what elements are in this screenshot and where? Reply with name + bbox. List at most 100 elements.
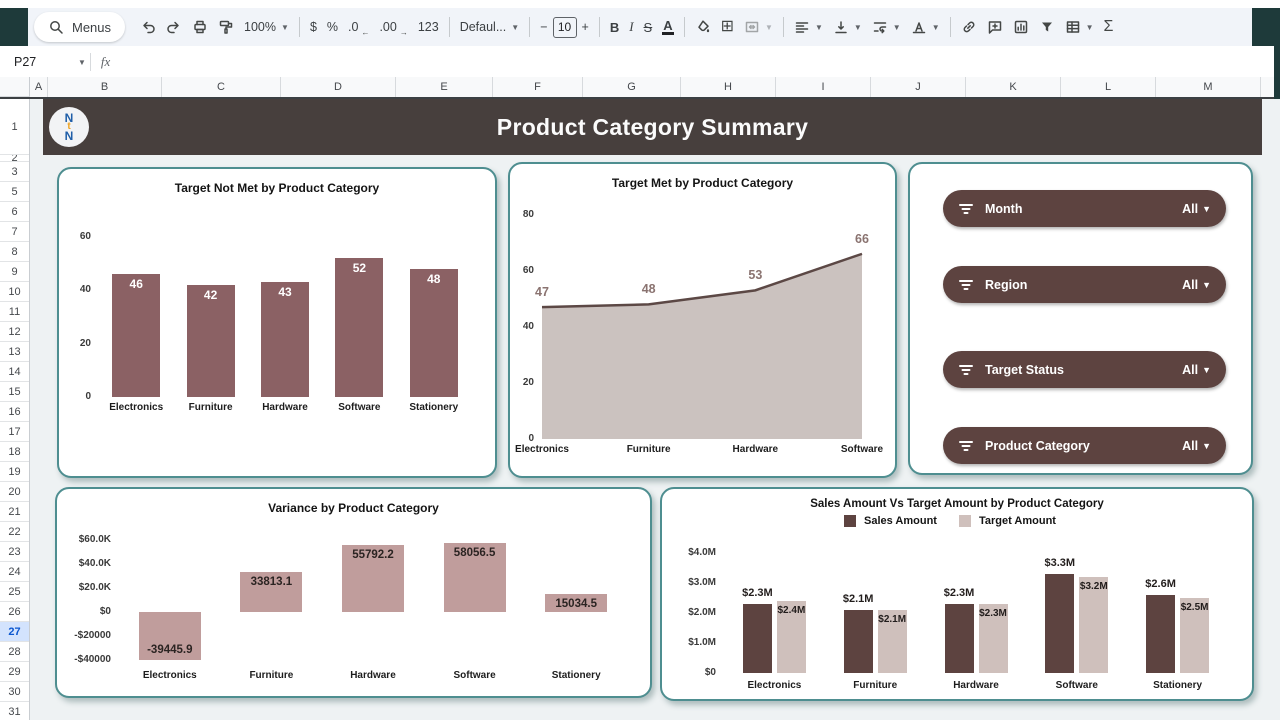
- borders-button[interactable]: ⊞: [716, 14, 739, 40]
- increase-decimal-button[interactable]: .00→: [374, 14, 412, 40]
- row-header-2[interactable]: 2: [0, 155, 29, 162]
- target-value-label: $2.3M: [963, 607, 1023, 620]
- row-header-10[interactable]: 10: [0, 282, 29, 302]
- column-header-C[interactable]: C: [162, 77, 281, 97]
- chart-icon: [1013, 19, 1029, 35]
- x-axis-label: Hardware: [926, 680, 1027, 692]
- cell-reference-box[interactable]: P27: [0, 55, 76, 69]
- row-header-11[interactable]: 11: [0, 302, 29, 322]
- x-axis-label: Hardware: [322, 670, 424, 682]
- print-button[interactable]: [187, 14, 213, 40]
- filter-month[interactable]: Month All▼: [943, 190, 1226, 227]
- menus-button[interactable]: Menus: [34, 12, 125, 42]
- chevron-down-icon: ▼: [932, 23, 940, 32]
- row-header-21[interactable]: 21: [0, 502, 29, 522]
- text-rotation-button[interactable]: ▼: [906, 14, 945, 40]
- create-filter-button[interactable]: [1034, 14, 1060, 40]
- vertical-align-button[interactable]: ▼: [828, 14, 867, 40]
- column-header-F[interactable]: F: [493, 77, 583, 97]
- row-header-8[interactable]: 8: [0, 242, 29, 262]
- row-header-24[interactable]: 24: [0, 562, 29, 582]
- column-header-H[interactable]: H: [681, 77, 776, 97]
- chart-card-target-met[interactable]: Target Met by Product Category 020406080…: [508, 162, 897, 478]
- formula-input[interactable]: [122, 54, 1280, 70]
- fill-color-button[interactable]: [690, 14, 716, 40]
- filter-list-icon: [958, 277, 974, 293]
- insert-chart-button[interactable]: [1008, 14, 1034, 40]
- strikethrough-button[interactable]: S: [639, 14, 658, 40]
- bar-value-label: -39445.9: [119, 644, 221, 657]
- filter-product-category[interactable]: Product Category All▼: [943, 427, 1226, 464]
- row-header-17[interactable]: 17: [0, 422, 29, 442]
- chart-card-target-not-met[interactable]: Target Not Met by Product Category 02040…: [57, 167, 497, 478]
- column-header-G[interactable]: G: [583, 77, 681, 97]
- decrease-font-size-button[interactable]: −: [535, 14, 552, 40]
- y-axis-tick: 40: [61, 284, 91, 296]
- row-header-22[interactable]: 22: [0, 522, 29, 542]
- chevron-down-icon: ▼: [281, 23, 289, 32]
- row-header-20[interactable]: 20: [0, 482, 29, 502]
- column-header-J[interactable]: J: [871, 77, 966, 97]
- row-header-25[interactable]: 25: [0, 582, 29, 602]
- row-header-14[interactable]: 14: [0, 362, 29, 382]
- italic-button[interactable]: I: [624, 14, 638, 40]
- zoom-control[interactable]: 100%▼: [239, 14, 294, 40]
- row-header-15[interactable]: 15: [0, 382, 29, 402]
- column-header-E[interactable]: E: [396, 77, 493, 97]
- row-header-6[interactable]: 6: [0, 202, 29, 222]
- column-header-K[interactable]: K: [966, 77, 1061, 97]
- sales-value-label: $2.3M: [727, 587, 787, 600]
- row-header-26[interactable]: 26: [0, 602, 29, 622]
- column-header-B[interactable]: B: [48, 77, 162, 97]
- row-header-19[interactable]: 19: [0, 462, 29, 482]
- font-size-input[interactable]: 10: [553, 17, 577, 38]
- font-selector[interactable]: Defaul...▼: [455, 14, 524, 40]
- chart-card-sales-vs-target[interactable]: Sales Amount Vs Target Amount by Product…: [660, 487, 1254, 701]
- chart-card-variance[interactable]: Variance by Product Category $60.0K$40.0…: [55, 487, 652, 698]
- row-header-30[interactable]: 30: [0, 682, 29, 702]
- row-header-5[interactable]: 5: [0, 182, 29, 202]
- row-header-27[interactable]: 27: [0, 622, 29, 642]
- row-header-12[interactable]: 12: [0, 322, 29, 342]
- row-header-9[interactable]: 9: [0, 262, 29, 282]
- filter-region[interactable]: Region All▼: [943, 266, 1226, 303]
- row-header-29[interactable]: 29: [0, 662, 29, 682]
- bold-button[interactable]: B: [605, 14, 624, 40]
- row-header-31[interactable]: 31: [0, 702, 29, 720]
- insert-link-button[interactable]: [956, 14, 982, 40]
- chevron-down-icon[interactable]: ▼: [78, 58, 86, 67]
- decrease-decimal-button[interactable]: .0←: [343, 14, 374, 40]
- undo-button[interactable]: [135, 14, 161, 40]
- column-header-A[interactable]: A: [30, 77, 48, 97]
- more-formats-button[interactable]: 123: [413, 14, 444, 40]
- row-header-23[interactable]: 23: [0, 542, 29, 562]
- insert-comment-button[interactable]: [982, 14, 1008, 40]
- format-currency-button[interactable]: $: [305, 14, 322, 40]
- paint-format-button[interactable]: [213, 14, 239, 40]
- increase-font-size-button[interactable]: +: [577, 14, 594, 40]
- column-header-L[interactable]: L: [1061, 77, 1156, 97]
- horizontal-align-button[interactable]: ▼: [789, 14, 828, 40]
- text-wrap-button[interactable]: ▼: [867, 14, 906, 40]
- row-header-3[interactable]: 3: [0, 162, 29, 182]
- table-view-button[interactable]: ▼: [1060, 14, 1099, 40]
- column-header-I[interactable]: I: [776, 77, 871, 97]
- filter-value: All: [1182, 278, 1198, 292]
- column-header-D[interactable]: D: [281, 77, 396, 97]
- spreadsheet-app: Menus 100%▼ $ % .0← .00→ 123 Defaul...▼ …: [0, 0, 1280, 720]
- x-axis-label: Stationery: [1127, 680, 1228, 692]
- text-color-button[interactable]: A: [657, 14, 678, 40]
- row-header-18[interactable]: 18: [0, 442, 29, 462]
- redo-button[interactable]: [161, 14, 187, 40]
- format-percent-button[interactable]: %: [322, 14, 343, 40]
- row-header-1[interactable]: 1: [0, 99, 29, 155]
- row-header-16[interactable]: 16: [0, 402, 29, 422]
- merge-cells-button[interactable]: ▼: [739, 14, 778, 40]
- column-header-M[interactable]: M: [1156, 77, 1261, 97]
- select-all-corner[interactable]: [0, 77, 30, 97]
- row-header-13[interactable]: 13: [0, 342, 29, 362]
- row-header-28[interactable]: 28: [0, 642, 29, 662]
- row-header-7[interactable]: 7: [0, 222, 29, 242]
- filter-target-status[interactable]: Target Status All▼: [943, 351, 1226, 388]
- functions-button[interactable]: Σ: [1099, 14, 1119, 40]
